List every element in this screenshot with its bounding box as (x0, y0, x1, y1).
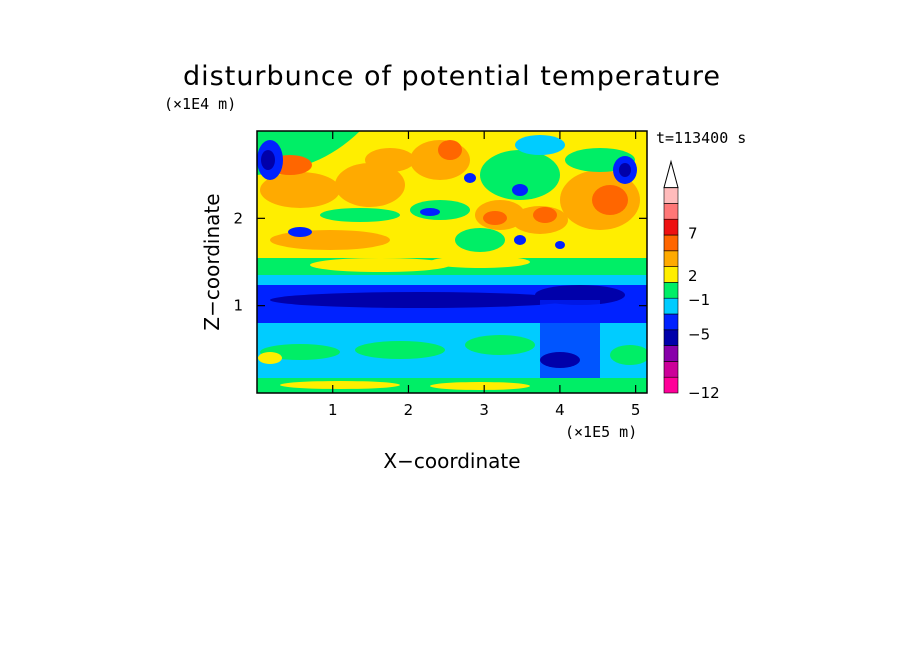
colorbar (663, 159, 679, 394)
x-axis-label: X−coordinate (383, 449, 520, 473)
colorbar-segment (663, 266, 679, 283)
x-tick-label: 1 (328, 401, 338, 419)
x-unit-label: (×1E5 m) (565, 423, 637, 441)
x-tick-label: 4 (555, 401, 565, 419)
colorbar-tick-label: −5 (688, 326, 710, 344)
colorbar-segment (663, 313, 679, 331)
x-tick-label: 3 (479, 401, 489, 419)
x-tick-label: 5 (631, 401, 641, 419)
colorbar-extend-arrow (663, 159, 679, 189)
colorbar-segment (663, 376, 679, 394)
colorbar-segment (663, 234, 679, 252)
x-tick-label: 2 (404, 401, 414, 419)
colorbar-tick-label: 7 (688, 224, 698, 242)
colorbar-segment (663, 218, 679, 236)
y-tick-label: 2 (233, 209, 243, 227)
plot-frame (256, 130, 648, 394)
y-axis-ticks: 12 (233, 209, 647, 315)
colorbar-tick-label: −12 (688, 384, 720, 402)
time-label: t=113400 s (656, 129, 746, 147)
colorbar-segment (663, 329, 679, 346)
colorbar-segment (663, 250, 679, 267)
y-tick-label: 1 (233, 297, 243, 315)
y-axis-label: Z−coordinate (200, 193, 224, 330)
colorbar-tick-label: −1 (688, 291, 710, 309)
colorbar-segment (663, 187, 679, 204)
colorbar-segment (663, 297, 679, 315)
y-unit-label: (×1E4 m) (164, 95, 236, 113)
x-axis-ticks: 1 2 3 4 5 (328, 131, 640, 419)
colorbar-ticks: 7 2 −1 −5 −12 (688, 224, 720, 402)
chart-title: disturbunce of potential temperature (183, 61, 721, 92)
colorbar-segment (663, 203, 679, 220)
colorbar-segment (663, 345, 679, 362)
colorbar-tick-label: 2 (688, 267, 698, 285)
colorbar-segment (663, 361, 679, 378)
colorbar-segment (663, 282, 679, 299)
heatmap-field (257, 131, 647, 393)
